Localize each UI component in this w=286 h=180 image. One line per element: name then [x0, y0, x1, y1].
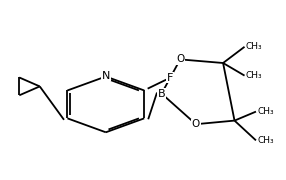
Text: O: O [176, 54, 184, 64]
Text: CH₃: CH₃ [257, 136, 274, 145]
Text: CH₃: CH₃ [257, 107, 274, 116]
Text: B: B [158, 89, 165, 99]
Text: F: F [167, 73, 173, 83]
Text: CH₃: CH₃ [246, 71, 263, 80]
Text: CH₃: CH₃ [246, 42, 263, 51]
Text: N: N [102, 71, 110, 81]
Text: O: O [192, 119, 200, 129]
